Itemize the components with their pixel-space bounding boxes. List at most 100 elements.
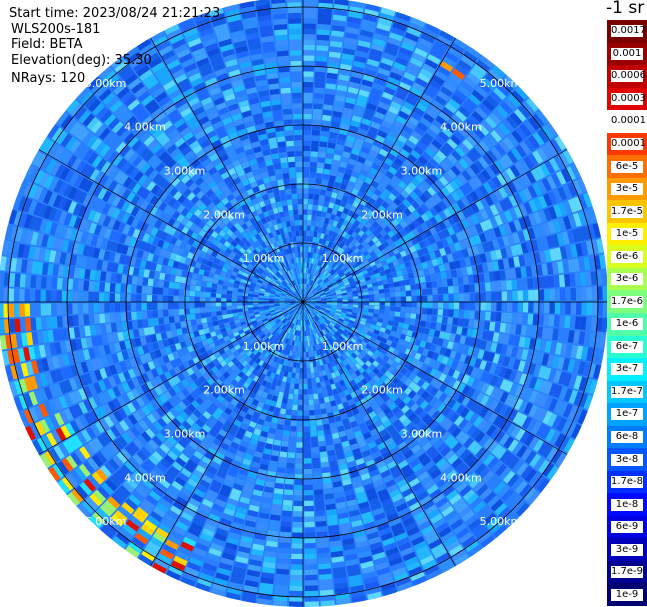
range-gate — [555, 289, 561, 301]
range-gate — [310, 172, 316, 178]
range-gate — [292, 410, 298, 416]
range-gate — [358, 299, 363, 302]
range-gate — [300, 368, 303, 373]
range-gate — [427, 302, 432, 308]
range-gate — [304, 485, 313, 491]
range-gate — [312, 210, 317, 216]
range-gate — [299, 395, 304, 400]
range-gate — [308, 394, 313, 400]
range-gate — [304, 527, 315, 533]
range-gate — [316, 420, 322, 426]
range-gate — [304, 538, 315, 544]
range-gate — [369, 306, 375, 310]
range-gate — [314, 489, 323, 495]
range-gate — [303, 241, 306, 246]
range-gate — [299, 389, 303, 394]
range-gate — [555, 302, 561, 314]
range-gate — [297, 421, 303, 426]
range-gate — [292, 538, 303, 544]
range-gate — [303, 225, 307, 230]
range-gate — [313, 109, 322, 115]
range-gate — [298, 405, 303, 411]
range-gate — [564, 274, 570, 287]
range-gate — [380, 298, 385, 302]
range-gate — [290, 426, 296, 432]
range-gate — [295, 479, 304, 485]
range-gate — [358, 302, 363, 305]
range-gate — [291, 421, 297, 427]
range-gate — [533, 302, 539, 313]
range-gate — [396, 302, 401, 307]
range-gate — [316, 173, 323, 179]
range-gate — [491, 292, 497, 301]
range-gate — [463, 319, 469, 327]
range-gate — [298, 400, 303, 406]
range-gate — [316, 516, 327, 522]
range-gate — [310, 421, 316, 427]
range-gate — [447, 317, 453, 325]
range-gate — [422, 302, 427, 308]
range-gate — [319, 195, 325, 201]
range-gate — [400, 291, 406, 296]
range-gate — [293, 517, 303, 523]
range-gate — [406, 296, 412, 301]
range-gate — [303, 98, 313, 104]
range-gate — [309, 399, 314, 405]
range-gate — [389, 288, 395, 293]
range-gate — [287, 404, 293, 410]
range-gate — [304, 421, 310, 427]
range-gate — [317, 542, 329, 548]
range-gate — [311, 151, 318, 157]
range-gate — [304, 458, 312, 464]
range-gate — [522, 314, 528, 325]
range-gate — [303, 130, 311, 136]
range-gate — [313, 394, 318, 400]
range-gate — [305, 548, 317, 554]
range-gate — [469, 284, 475, 292]
range-gate — [385, 297, 390, 301]
range-gate — [310, 426, 316, 432]
range-gate — [465, 302, 471, 310]
range-gate — [437, 316, 443, 323]
range-gate — [453, 286, 459, 294]
range-gate — [501, 312, 507, 322]
range-gate — [432, 309, 438, 316]
range-gate — [292, 527, 303, 533]
range-gate — [304, 405, 309, 411]
range-gate — [592, 302, 598, 316]
range-gate — [281, 441, 288, 447]
range-gate — [374, 302, 379, 306]
range-gate — [448, 286, 454, 293]
range-gate — [303, 50, 315, 56]
range-gate — [517, 279, 523, 290]
range-gate — [282, 436, 289, 442]
range-gate — [303, 162, 310, 167]
range-gate — [411, 296, 417, 301]
range-gate — [369, 295, 375, 299]
range-gate — [426, 315, 432, 322]
range-gate — [317, 35, 330, 41]
range-gate — [427, 295, 433, 301]
range-gate — [454, 302, 459, 309]
range-gate — [438, 302, 443, 309]
range-gate — [426, 282, 432, 289]
range-gate — [309, 178, 315, 184]
range-gate — [303, 140, 311, 146]
range-gate — [290, 575, 303, 581]
range-gate — [319, 568, 332, 574]
range-gate — [304, 448, 311, 454]
range-gate — [486, 292, 492, 301]
range-gate — [528, 302, 534, 313]
range-gate — [469, 311, 475, 319]
range-gate — [303, 8, 317, 14]
range-gate — [313, 479, 322, 485]
range-gate — [571, 302, 577, 315]
range-gate — [310, 162, 317, 168]
range-gate — [570, 316, 576, 329]
range-gate — [314, 82, 325, 88]
range-gate — [318, 19, 331, 25]
range-gate — [304, 395, 309, 400]
range-gate — [425, 275, 431, 282]
range-gate — [305, 559, 317, 565]
range-gate — [303, 108, 312, 114]
